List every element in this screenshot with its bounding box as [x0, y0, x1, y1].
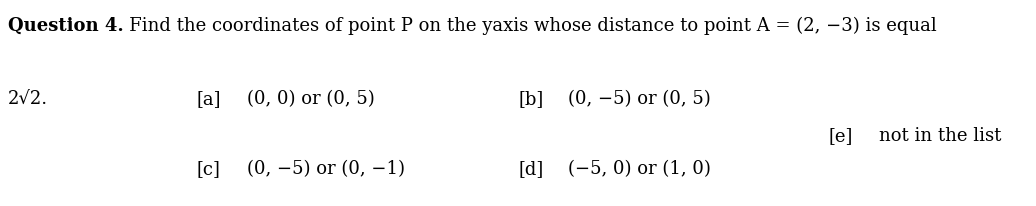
Text: 2√2.: 2√2. — [8, 90, 49, 108]
Text: Find the coordinates of point P on the yaxis whose distance to point A = (2, −3): Find the coordinates of point P on the y… — [112, 16, 937, 35]
Text: (−5, 0) or (1, 0): (−5, 0) or (1, 0) — [568, 160, 711, 178]
Text: [b]: [b] — [518, 90, 543, 108]
Text: [c]: [c] — [197, 160, 221, 178]
Text: (0, −5) or (0, −1): (0, −5) or (0, −1) — [247, 160, 405, 178]
Text: (0, 0) or (0, 5): (0, 0) or (0, 5) — [247, 90, 374, 108]
Text: Question 4.: Question 4. — [8, 16, 124, 34]
Text: [d]: [d] — [518, 160, 543, 178]
Text: (0, −5) or (0, 5): (0, −5) or (0, 5) — [568, 90, 711, 108]
Text: not in the list: not in the list — [879, 127, 1001, 145]
Text: [e]: [e] — [829, 127, 854, 145]
Text: [a]: [a] — [197, 90, 222, 108]
